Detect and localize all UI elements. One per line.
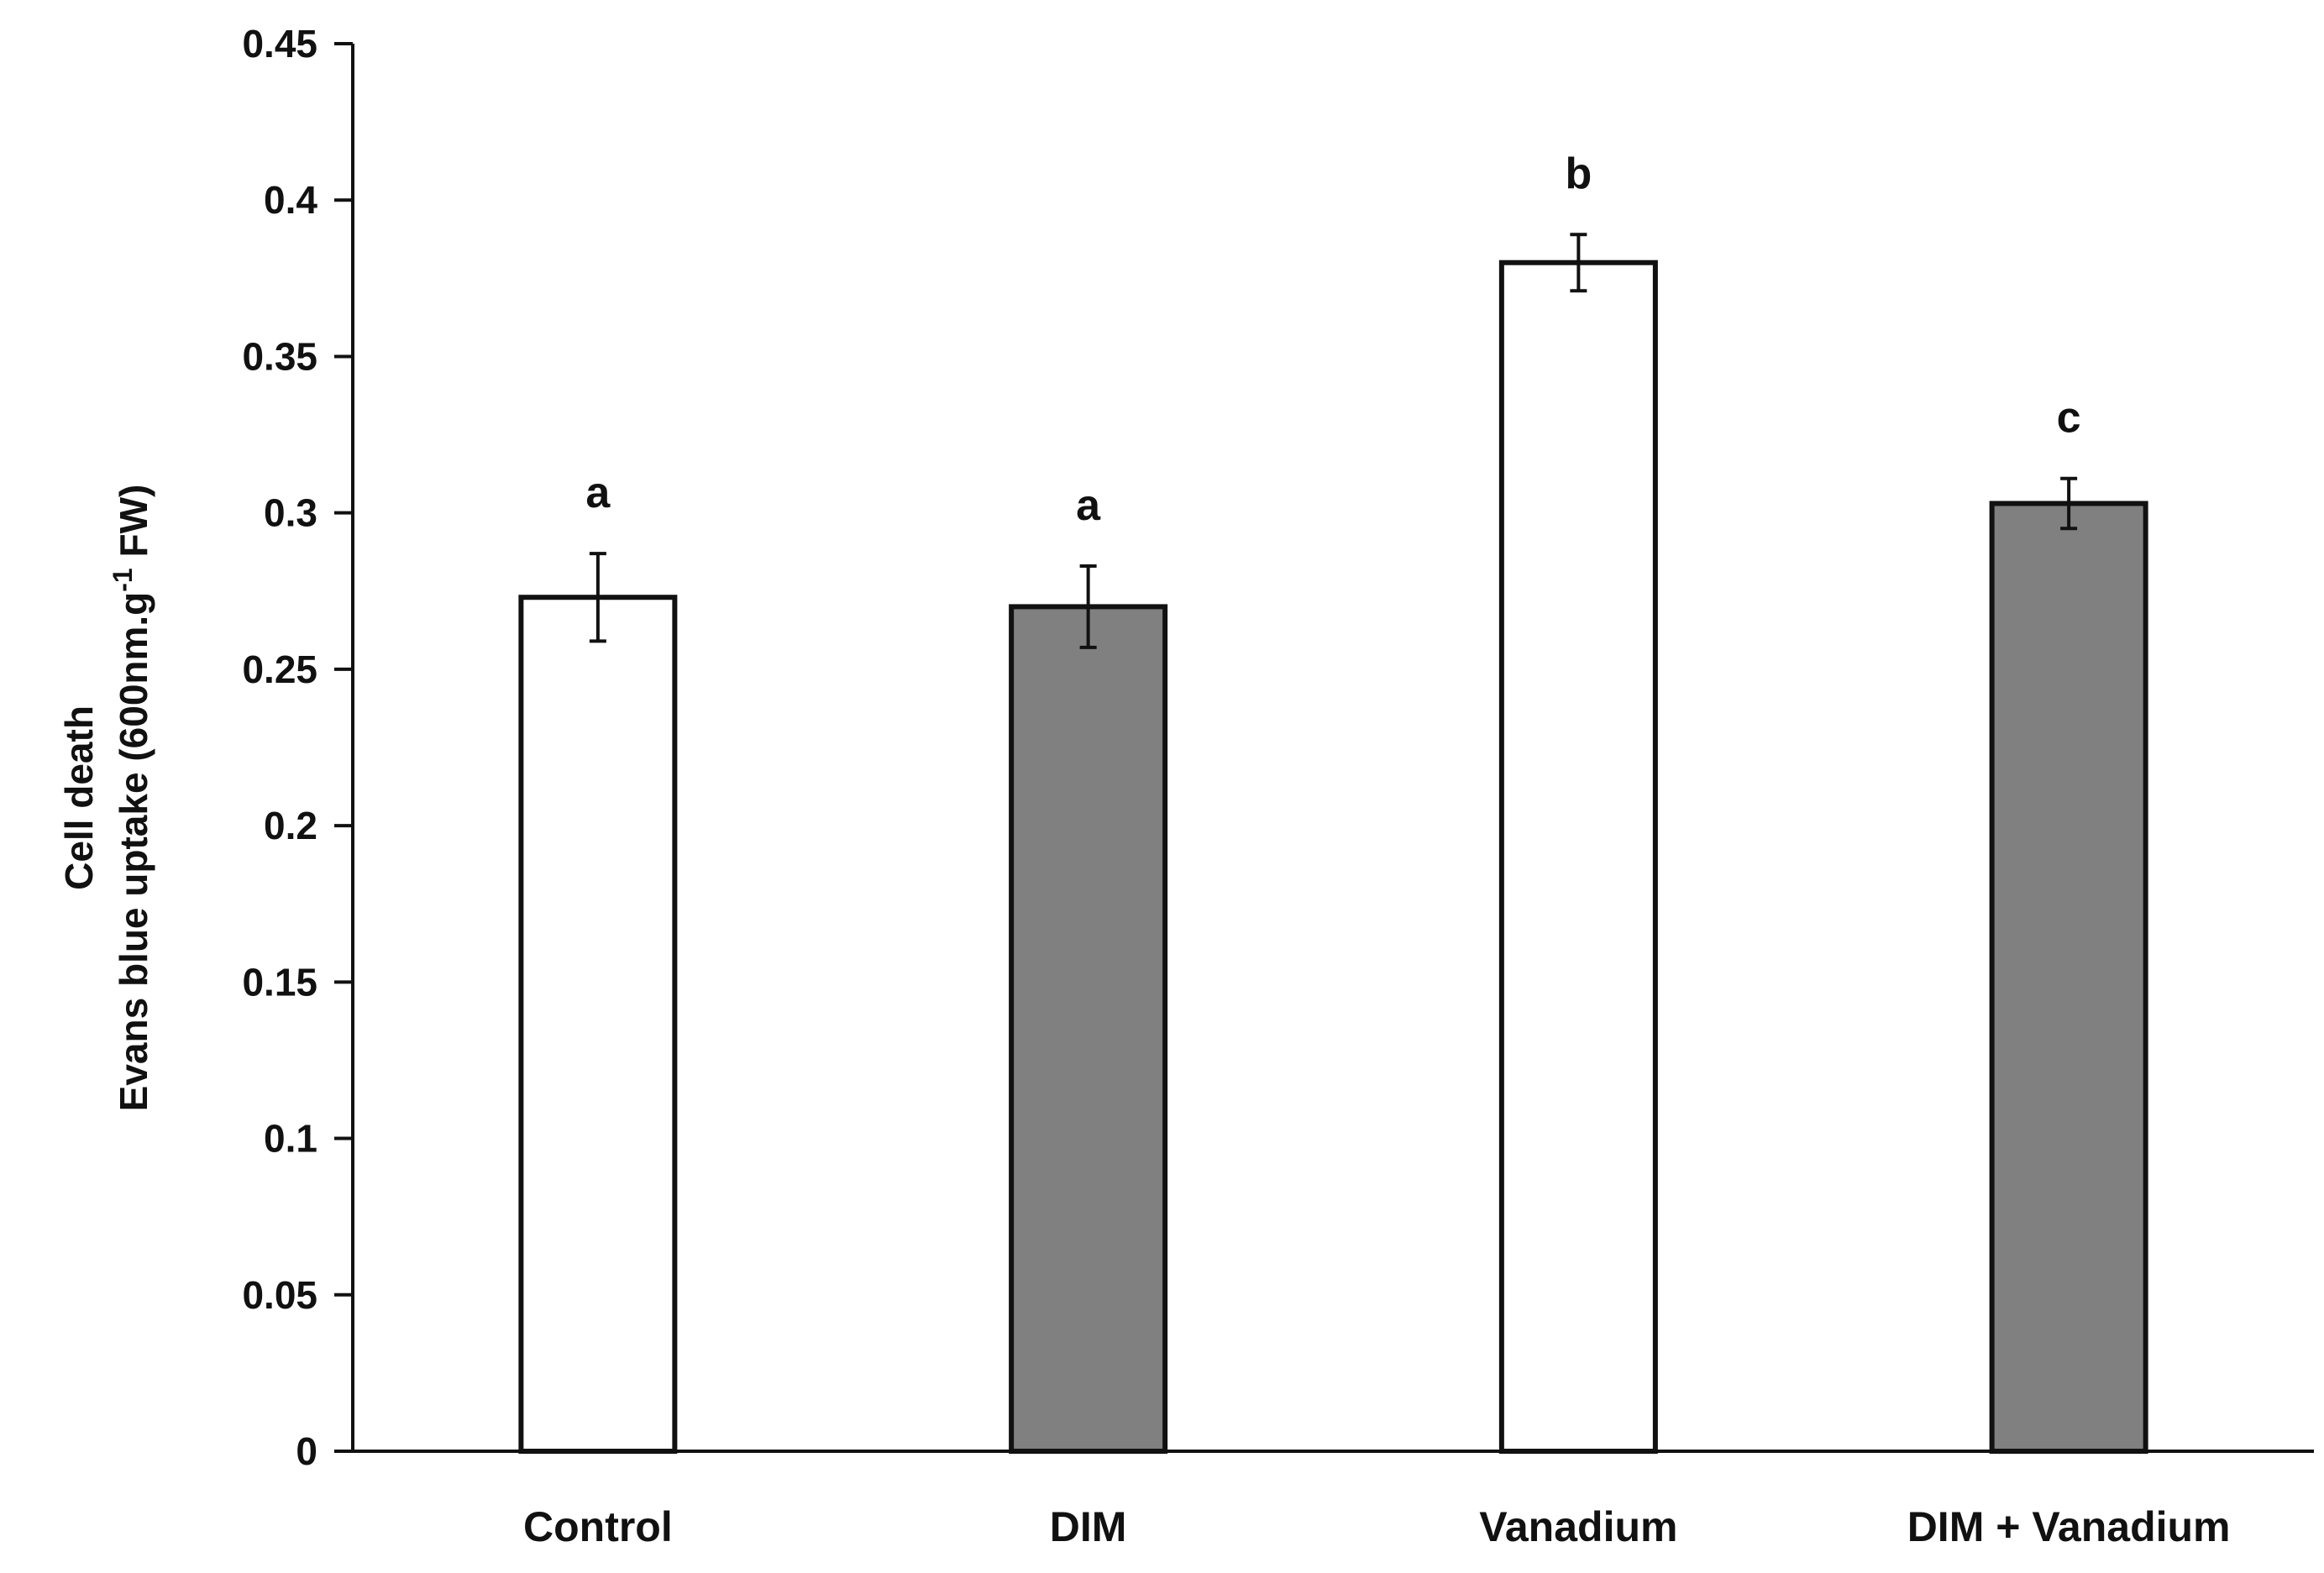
x-tick-label: Control [523, 1503, 673, 1550]
bar-dim [1009, 604, 1168, 1454]
y-axis-title-superscript: -1 [108, 568, 138, 591]
significance-letter: a [585, 469, 611, 517]
y-tick-label: 0.05 [242, 1273, 317, 1317]
bars [518, 260, 2148, 1455]
y-axis: 0 0.05 0.1 0.15 0.2 0.25 0.3 0.35 0.4 0.45 [242, 22, 354, 1473]
error-bars [589, 233, 2078, 649]
bar-control [518, 595, 678, 1454]
y-tick-label: 0.1 [264, 1117, 317, 1161]
y-tick-label: 0.3 [264, 491, 317, 535]
y-axis-title-line2: Evans blue uptake (600nm.g-1 FW) [108, 485, 155, 1112]
y-tick-label: 0.25 [242, 648, 317, 691]
y-tick-label: 0 [296, 1429, 317, 1473]
y-tick-label: 0.4 [264, 178, 317, 222]
significance-letter: c [2057, 394, 2081, 443]
y-tick-label: 0.15 [242, 960, 317, 1004]
y-tick-label: 0.45 [242, 22, 317, 66]
significance-letter: b [1565, 149, 1592, 198]
y-axis-title-end: FW) [112, 485, 155, 569]
x-tick-label: DIM [1050, 1503, 1127, 1550]
y-tick-label: 0.35 [242, 334, 317, 378]
y-axis-title-main: Evans blue uptake (600nm.g [112, 592, 155, 1112]
x-tick-label: Vanadium [1479, 1503, 1677, 1550]
y-axis-title-line1: Cell death [57, 705, 101, 890]
bar-vanadium [1498, 260, 1658, 1455]
significance-letter: a [1076, 481, 1101, 530]
x-tick-label: DIM + Vanadium [1907, 1503, 2231, 1550]
bar-dim-vanadium [1989, 501, 2148, 1455]
y-tick-label: 0.2 [264, 804, 317, 847]
category-labels: Control DIM Vanadium DIM + Vanadium [523, 1503, 2231, 1550]
significance-letters: a a b c [585, 149, 2080, 530]
